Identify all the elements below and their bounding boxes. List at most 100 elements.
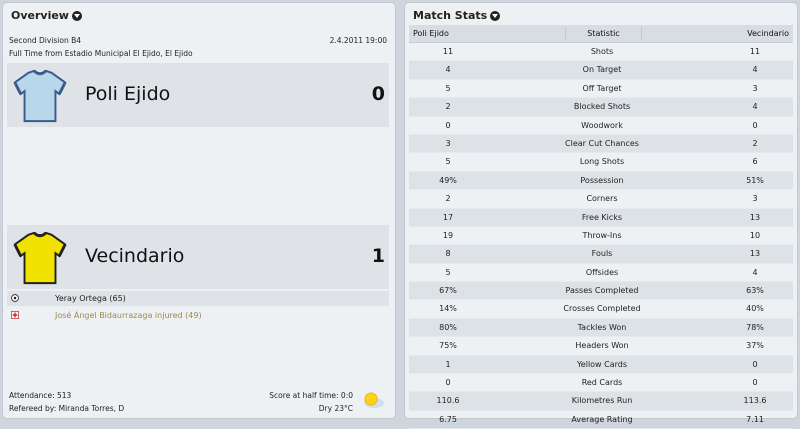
stat-name: Long Shots xyxy=(579,157,625,167)
event-text[interactable]: Yeray Ortega (65) xyxy=(55,294,126,303)
stat-home-value: 1 xyxy=(445,359,451,369)
home-kit-shirt-icon xyxy=(13,69,67,123)
venue-line: Full Time from Estadio Municipal El Ejid… xyxy=(9,49,193,58)
table-row: 80% Tackles Won 78% xyxy=(409,318,793,338)
stat-name: Off Target xyxy=(582,83,622,93)
table-row: 5 Off Target 3 xyxy=(409,80,793,99)
stat-home-value: 5 xyxy=(445,267,451,277)
sun-icon xyxy=(364,392,384,408)
stat-away-value: 4 xyxy=(752,267,758,277)
stat-name: Average Rating xyxy=(571,414,633,424)
stat-away-value: 2 xyxy=(752,138,758,148)
table-row: 75% Headers Won 37% xyxy=(409,337,793,356)
dropdown-arrow-icon[interactable] xyxy=(490,10,501,21)
stat-away-value: 3 xyxy=(752,194,758,204)
half-time-score: Score at half time: 0:0 xyxy=(269,391,353,400)
stat-home-value: 0 xyxy=(445,120,451,130)
away-team-score: 1 xyxy=(371,245,385,267)
match-date: 2.4.2011 19:00 xyxy=(329,36,387,45)
stat-away-value: 10 xyxy=(749,230,761,240)
table-row: 8 Fouls 13 xyxy=(409,245,793,264)
stat-away-value: 7.11 xyxy=(746,414,764,424)
stat-home-value: 2 xyxy=(445,102,451,112)
table-row: 6.75 Average Rating 7.11 xyxy=(409,411,793,429)
event-row-injury: José Ángel Bidaurrazaga injured (49) xyxy=(7,308,389,323)
stats-table-header: Poli Ejido Statistic Vecindario xyxy=(409,25,793,43)
stat-away-value: 3 xyxy=(752,83,758,93)
event-text[interactable]: José Ángel Bidaurrazaga injured (49) xyxy=(55,311,202,320)
event-row-goal: Yeray Ortega (65) xyxy=(7,291,389,306)
stat-away-value: 51% xyxy=(746,175,764,185)
table-row: 1 Yellow Cards 0 xyxy=(409,355,793,375)
stat-home-value: 0 xyxy=(445,378,451,388)
stat-name: Corners xyxy=(586,194,618,204)
stat-away-value: 113.6 xyxy=(743,396,767,406)
stat-name: Blocked Shots xyxy=(573,102,631,112)
home-team-name[interactable]: Poli Ejido xyxy=(85,83,171,105)
stat-away-value: 78% xyxy=(746,322,764,332)
injury-icon xyxy=(11,311,19,319)
column-header-statistic[interactable]: Statistic xyxy=(587,29,620,38)
table-row: 17 Free Kicks 13 xyxy=(409,208,793,227)
stat-name: Passes Completed xyxy=(565,286,639,296)
stat-away-value: 0 xyxy=(752,120,758,130)
stat-name: Crosses Completed xyxy=(563,304,641,314)
stat-home-value: 19 xyxy=(442,230,454,240)
away-team-name[interactable]: Vecindario xyxy=(85,245,185,267)
column-divider xyxy=(641,27,642,40)
stats-table: Poli Ejido Statistic Vecindario 11 Shots 1… xyxy=(409,25,793,429)
stat-name: Free Kicks xyxy=(581,212,623,222)
dropdown-arrow-icon[interactable] xyxy=(71,10,82,21)
stat-home-value: 6.75 xyxy=(439,414,457,424)
stat-home-value: 75% xyxy=(439,341,457,351)
home-team-score: 0 xyxy=(371,83,385,105)
stat-name: Tackles Won xyxy=(577,322,627,332)
column-header-away[interactable]: Vecindario xyxy=(747,29,789,38)
stat-away-value: 4 xyxy=(752,102,758,112)
stat-away-value: 13 xyxy=(749,249,761,259)
attendance-label: Attendance: 513 xyxy=(9,391,72,400)
match-stats-title-label: Match Stats xyxy=(413,9,488,22)
table-row: 2 Blocked Shots 4 xyxy=(409,98,793,117)
stat-name: Fouls xyxy=(591,249,613,259)
stat-home-value: 14% xyxy=(439,304,457,314)
stat-away-value: 11 xyxy=(749,47,761,56)
stat-name: Possession xyxy=(580,175,624,185)
stat-name: Offsides xyxy=(585,267,619,277)
stat-name: Red Cards xyxy=(581,378,623,388)
stat-home-value: 110.6 xyxy=(436,396,460,406)
stat-name: Clear Cut Chances xyxy=(565,138,639,148)
weather-label: Dry 23°C xyxy=(318,404,353,413)
referee-label[interactable]: Refereed by: Miranda Torres, D xyxy=(9,404,125,413)
stat-home-value: 3 xyxy=(445,138,451,148)
stat-name: On Target xyxy=(582,65,622,75)
overview-title[interactable]: Overview xyxy=(11,9,82,22)
stat-home-value: 2 xyxy=(445,194,451,204)
table-row: 5 Offsides 4 xyxy=(409,264,793,283)
home-team-band: Poli Ejido 0 xyxy=(7,63,389,127)
table-row: 0 Woodwork 0 xyxy=(409,117,793,135)
overview-title-label: Overview xyxy=(11,9,69,22)
stat-home-value: 5 xyxy=(445,83,451,93)
match-stats-title[interactable]: Match Stats xyxy=(413,9,501,22)
table-row: 19 Throw-Ins 10 xyxy=(409,227,793,246)
stat-away-value: 0 xyxy=(752,359,758,369)
stat-away-value: 40% xyxy=(746,304,764,314)
column-header-home[interactable]: Poli Ejido xyxy=(413,29,449,38)
away-kit-shirt-icon xyxy=(13,231,67,285)
stat-away-value: 4 xyxy=(752,65,758,75)
stat-home-value: 80% xyxy=(439,322,457,332)
table-row: 110.6 Kilometres Run 113.6 xyxy=(409,392,793,411)
table-row: 49% Possession 51% xyxy=(409,171,793,191)
stat-home-value: 8 xyxy=(445,249,451,259)
stat-home-value: 5 xyxy=(445,157,451,167)
table-row: 67% Passes Completed 63% xyxy=(409,282,793,301)
stat-home-value: 4 xyxy=(445,65,451,75)
goal-icon xyxy=(11,294,19,302)
stat-home-value: 49% xyxy=(439,175,457,185)
stat-name: Woodwork xyxy=(581,120,623,130)
stat-home-value: 11 xyxy=(442,47,454,56)
stat-away-value: 13 xyxy=(749,212,761,222)
competition-label[interactable]: Second Division B4 xyxy=(9,36,82,45)
table-row: 5 Long Shots 6 xyxy=(409,153,793,172)
